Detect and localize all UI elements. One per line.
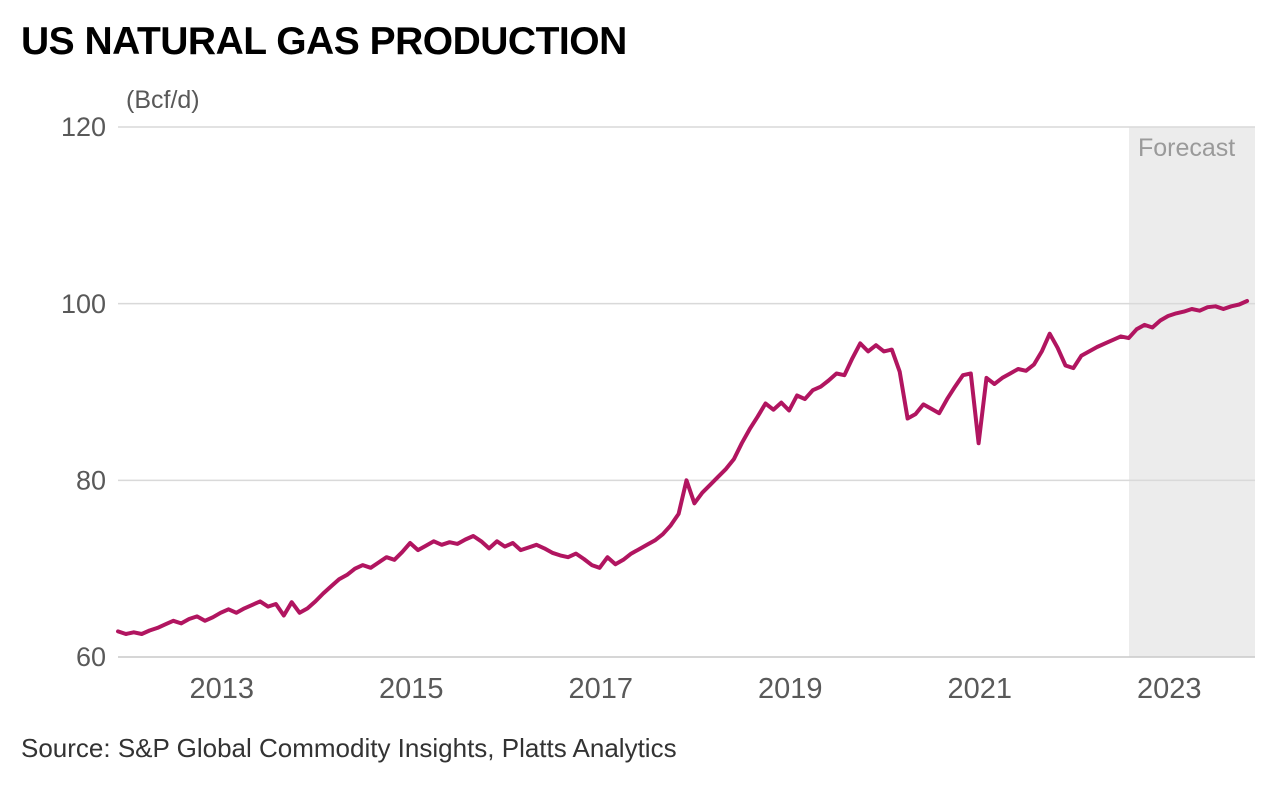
- source-attribution: Source: S&P Global Commodity Insights, P…: [21, 733, 677, 763]
- y-tick-label-120: 120: [61, 112, 106, 142]
- y-tick-label-80: 80: [76, 466, 106, 496]
- x-tick-label-2017: 2017: [568, 673, 633, 705]
- x-tick-label-2013: 2013: [189, 673, 254, 705]
- x-tick-label-2021: 2021: [947, 673, 1012, 705]
- y-axis-unit-label: (Bcf/d): [126, 86, 200, 114]
- forecast-region: [1128, 127, 1255, 657]
- x-tick-label-2023: 2023: [1137, 673, 1202, 705]
- y-tick-label-100: 100: [61, 289, 106, 319]
- forecast-label: Forecast: [1138, 134, 1235, 162]
- x-tick-label-2019: 2019: [758, 673, 823, 705]
- chart-title: US NATURAL GAS PRODUCTION: [21, 20, 627, 63]
- x-tick-label-2015: 2015: [379, 673, 444, 705]
- production-series-line: [116, 299, 1250, 636]
- y-tick-label-60: 60: [76, 642, 106, 672]
